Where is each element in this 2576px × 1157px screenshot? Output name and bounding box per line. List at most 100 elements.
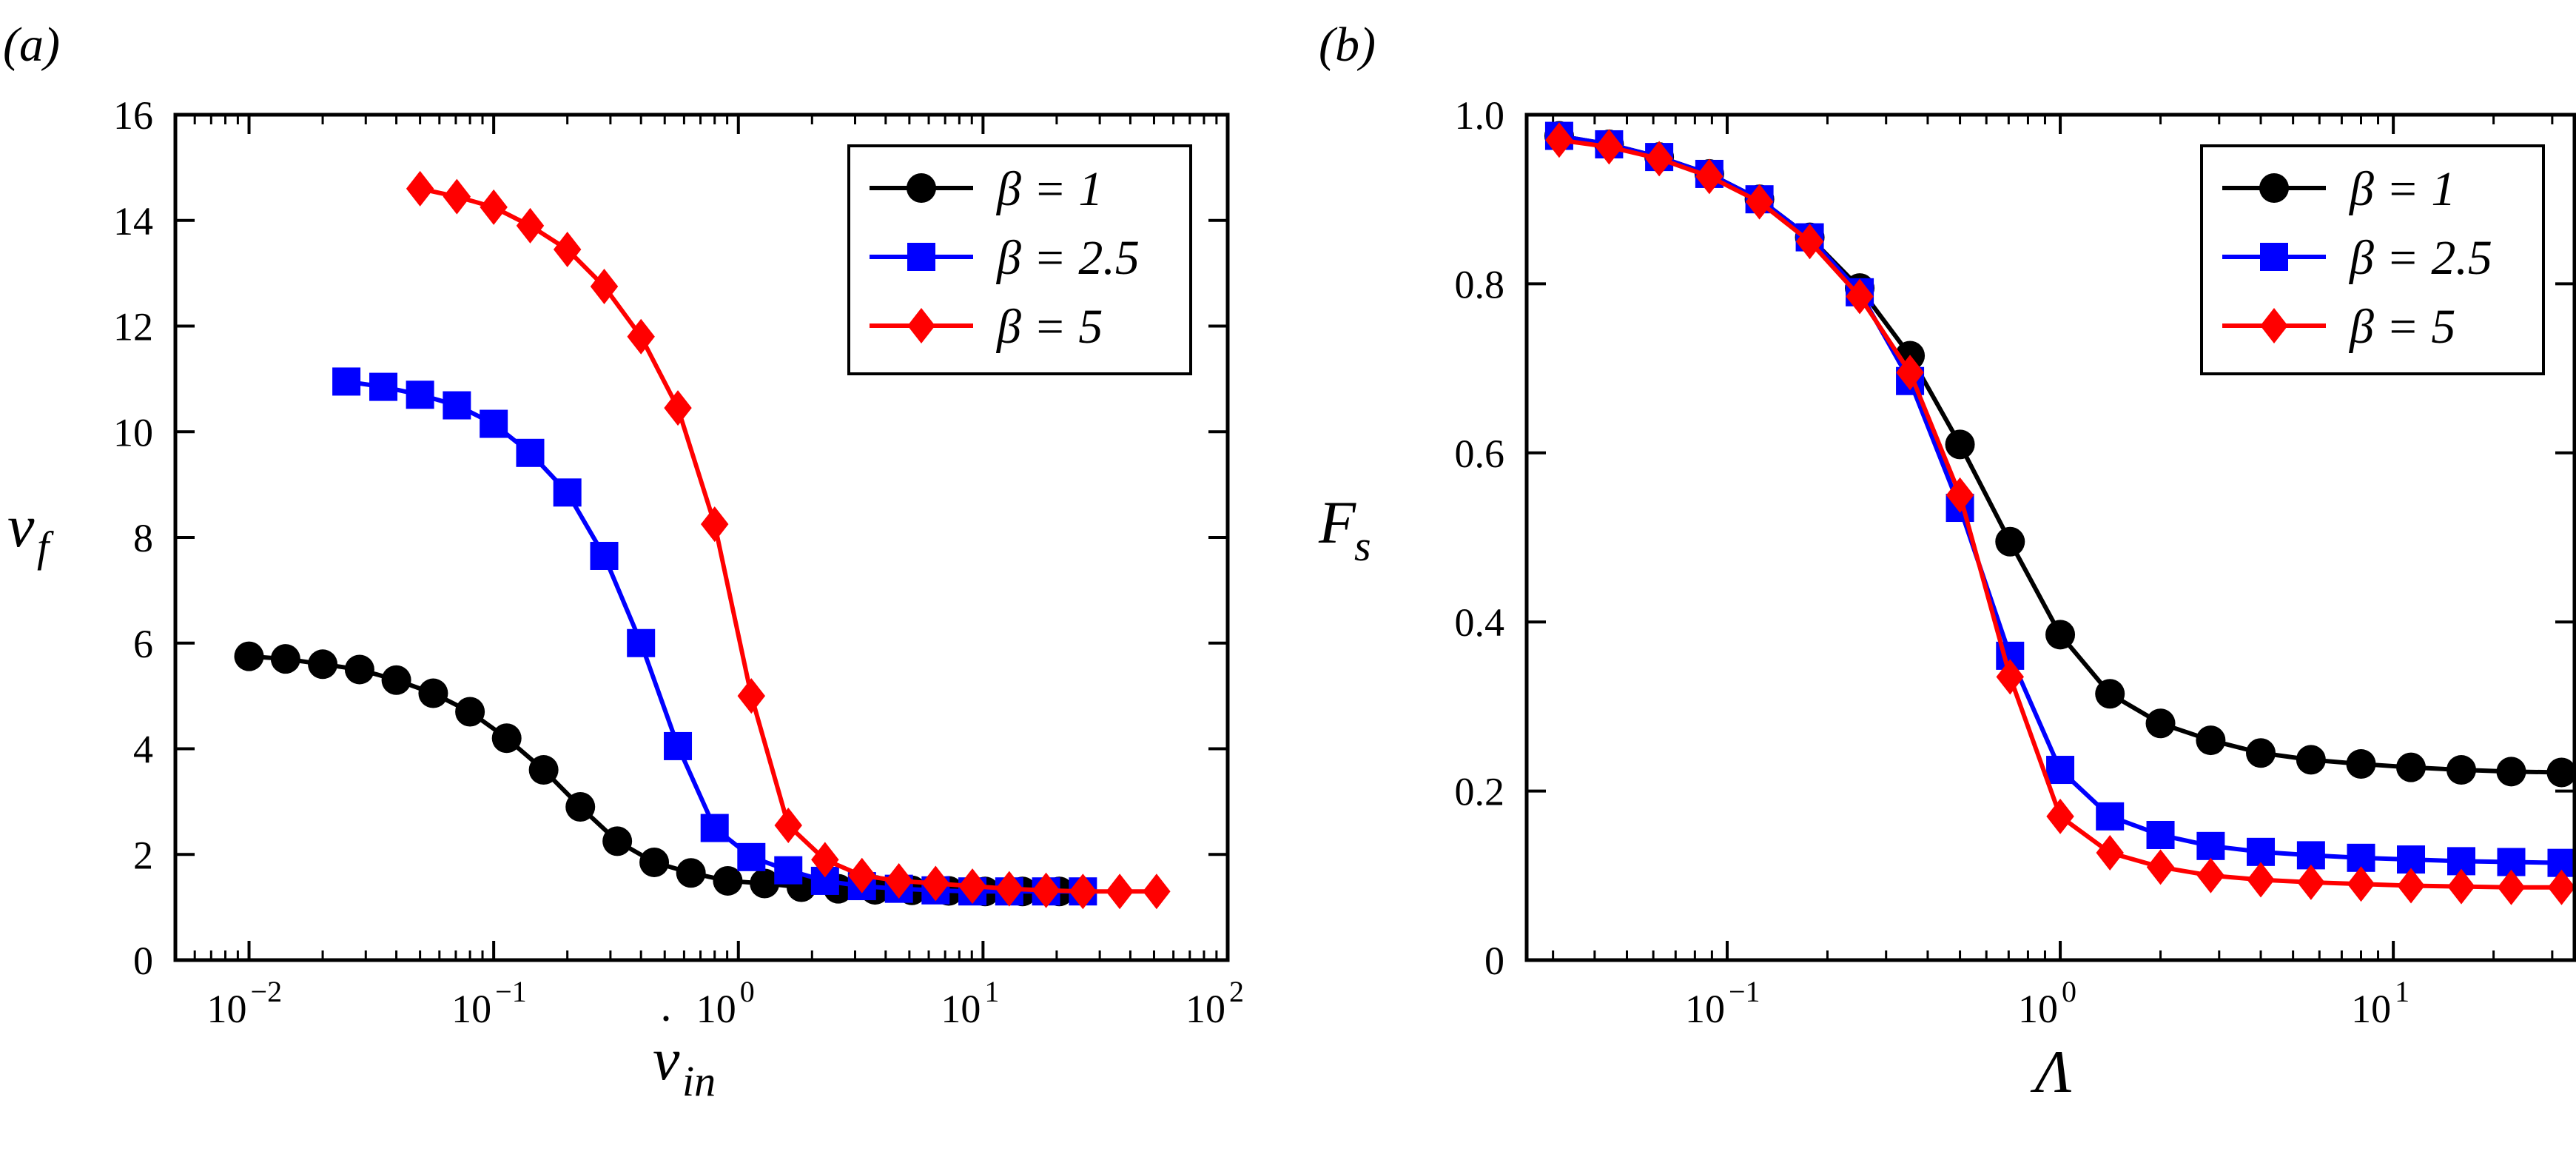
y-tick-label: 10 <box>113 410 153 455</box>
y-tick-label: 8 <box>133 516 153 560</box>
x-tick-label: 10 <box>2018 987 2058 1031</box>
legend-label-2: β = 2.5 <box>2348 231 2492 285</box>
x-tick-exponent: 2 <box>1229 975 1244 1008</box>
data-point-series-1 <box>2396 752 2427 782</box>
data-point-series-2 <box>480 409 508 438</box>
legend-a: β = 1 β = 2.5 β = 5 <box>847 144 1192 375</box>
data-point-series-3 <box>590 268 619 304</box>
data-point-series-2 <box>332 367 361 396</box>
y-tick-label: 14 <box>113 199 153 244</box>
data-point-series-1 <box>639 847 670 877</box>
data-point-series-3 <box>811 842 839 878</box>
x-tick-exponent: −2 <box>251 975 283 1008</box>
data-point-series-3 <box>553 232 582 268</box>
data-point-series-2 <box>443 391 471 420</box>
data-point-series-3 <box>1645 141 1673 177</box>
data-point-series-3 <box>774 807 802 843</box>
data-point-series-3 <box>2196 857 2225 893</box>
data-point-series-3 <box>627 318 655 355</box>
data-point-series-3 <box>2146 849 2175 885</box>
y-tick-label: 0.2 <box>1455 770 1505 814</box>
data-point-series-3 <box>2297 864 2325 900</box>
data-point-series-2 <box>2247 837 2276 866</box>
y-tick-label: 0 <box>133 939 153 983</box>
data-point-series-3 <box>406 170 434 207</box>
y-tick-label: 0.6 <box>1455 432 1505 476</box>
x-tick-exponent: −1 <box>1729 975 1761 1008</box>
x-tick-exponent: 1 <box>984 975 999 1008</box>
data-point-series-3 <box>995 871 1023 907</box>
data-point-series-2 <box>2046 756 2075 785</box>
data-point-series-1 <box>2296 745 2326 775</box>
data-point-series-3 <box>701 506 729 543</box>
plot-frame-a <box>173 113 1230 962</box>
data-point-series-1 <box>270 644 300 674</box>
y-axis-label-a-sub: f <box>37 523 54 571</box>
x-axis-label-a-sub: in <box>682 1057 716 1105</box>
data-point-series-1 <box>2246 738 2276 768</box>
data-point-series-1 <box>750 868 780 899</box>
data-point-series-1 <box>2045 620 2076 650</box>
data-point-series-3 <box>884 862 913 899</box>
y-tick-label: 16 <box>113 93 153 138</box>
data-point-series-2 <box>627 628 656 657</box>
legend-marker-1 <box>2259 173 2289 203</box>
x-tick-label: 10 <box>451 987 491 1031</box>
data-point-series-1 <box>308 649 338 680</box>
y-tick-label: 6 <box>133 622 153 666</box>
legend-marker-3 <box>2260 308 2288 343</box>
data-point-series-2 <box>590 541 619 570</box>
data-point-series-3 <box>848 857 876 893</box>
data-point-series-1 <box>2196 725 2226 756</box>
legend-label-3: β = 5 <box>995 300 1103 354</box>
data-point-series-3 <box>664 390 692 426</box>
data-point-series-1 <box>2446 755 2476 785</box>
data-point-series-3 <box>1745 184 1774 220</box>
y-tick-label: 1.0 <box>1455 93 1505 138</box>
x-axis-label-b: Λ <box>2030 1038 2072 1105</box>
data-point-series-3 <box>1545 122 1573 158</box>
data-point-series-1 <box>676 858 706 888</box>
data-point-series-1 <box>1945 429 1975 460</box>
x-tick-exponent: 1 <box>2395 975 2409 1008</box>
legend-marker-2 <box>2260 243 2288 271</box>
x-tick-label: 10 <box>1186 987 1225 1031</box>
panel-label-a: (a) <box>3 18 60 72</box>
data-point-series-3 <box>2247 862 2275 898</box>
data-point-series-1 <box>455 697 485 727</box>
legend-marker-3 <box>907 308 935 343</box>
data-point-series-3 <box>443 178 471 215</box>
data-point-series-2 <box>2096 802 2125 831</box>
panel-label-b: (b) <box>1319 18 1376 72</box>
series-a <box>234 170 1171 910</box>
y-axis-label-a: v f <box>7 492 54 571</box>
data-point-series-3 <box>1106 873 1134 910</box>
y-tick-label: 4 <box>133 728 153 772</box>
data-point-series-1 <box>418 678 448 708</box>
y-tick-label: 0.4 <box>1455 600 1505 645</box>
data-point-series-2 <box>700 814 729 842</box>
y-tick-label: 0 <box>1484 939 1504 983</box>
data-point-series-3 <box>2447 868 2475 905</box>
x-tick-exponent: 0 <box>740 975 755 1008</box>
data-point-series-2 <box>664 731 693 760</box>
data-point-series-3 <box>2096 834 2124 871</box>
ticks-b: 10 −1 10 0 10 100.20.40.60.81.0 <box>1455 93 2575 1031</box>
y-axis-label-a-main: v <box>7 492 35 560</box>
x-tick-exponent: −1 <box>495 975 527 1008</box>
data-point-series-2 <box>774 856 803 885</box>
legend-label-1: β = 1 <box>2348 162 2455 216</box>
legend-label-2: β = 2.5 <box>995 231 1140 285</box>
data-point-series-1 <box>2496 757 2526 787</box>
x-axis-label-a-dot: · <box>659 994 673 1043</box>
data-point-series-1 <box>2346 749 2376 779</box>
data-point-series-3 <box>2046 798 2074 834</box>
data-point-series-1 <box>491 723 522 754</box>
x-axis-label-a-main: v <box>653 1025 680 1093</box>
data-point-series-2 <box>516 438 545 467</box>
legend-box-a <box>847 144 1192 375</box>
data-point-series-3 <box>1996 659 2024 695</box>
data-point-series-3 <box>737 678 766 714</box>
x-tick-label: 10 <box>696 987 736 1031</box>
